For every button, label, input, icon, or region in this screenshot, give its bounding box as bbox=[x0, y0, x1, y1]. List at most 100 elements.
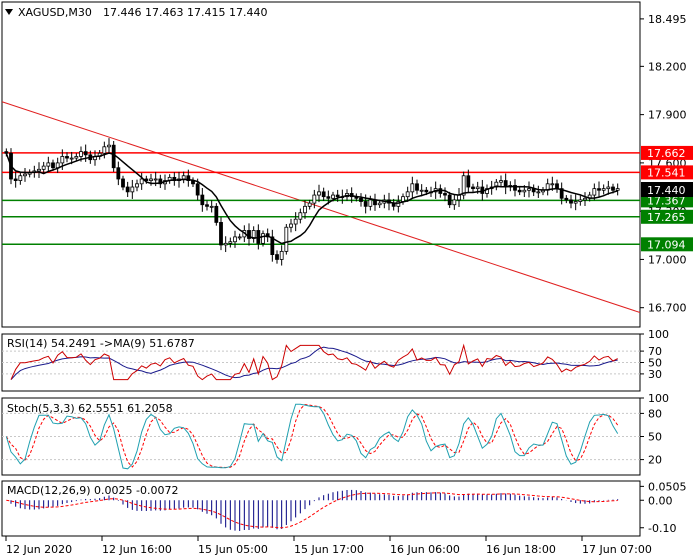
chart-ohlc: 17.446 17.463 17.415 17.440 bbox=[103, 6, 267, 19]
candle-body bbox=[335, 194, 340, 198]
candle-body bbox=[195, 183, 200, 196]
level-price-labels: 17.662 17.541 17.367 17.265 17.094 bbox=[641, 145, 693, 252]
candle-body bbox=[303, 205, 307, 214]
main-price-panel[interactable] bbox=[1, 1, 641, 328]
candle-body bbox=[312, 194, 317, 204]
stochastic-tick-label: 20 bbox=[648, 454, 662, 467]
candle-body bbox=[289, 223, 293, 228]
macd-tick-label: -0.10 bbox=[648, 522, 676, 535]
level-tag bbox=[641, 237, 693, 252]
candle-body bbox=[149, 178, 153, 181]
candle-body bbox=[219, 222, 223, 246]
level-tag bbox=[641, 165, 693, 180]
time-tick-label: 12 Jun 2020 bbox=[6, 543, 72, 556]
moving-average-line bbox=[5, 152, 618, 245]
candle-body bbox=[461, 175, 466, 196]
candle-body bbox=[23, 173, 27, 177]
price-tick-label: 18.200 bbox=[648, 60, 687, 73]
candle-body bbox=[60, 156, 65, 164]
candle-body bbox=[583, 197, 587, 201]
candle-body bbox=[18, 175, 23, 181]
candle-body bbox=[359, 197, 363, 202]
candle-body bbox=[46, 162, 51, 167]
candle-body bbox=[153, 178, 158, 181]
level-label: 17.541 bbox=[647, 166, 686, 179]
candle-body bbox=[279, 250, 284, 260]
candle-body bbox=[65, 156, 69, 159]
candle-body bbox=[443, 193, 447, 196]
candle-body bbox=[125, 186, 130, 193]
price-axis: 18.49518.20017.90017.60017.30017.00016.7… bbox=[640, 13, 687, 315]
candle-body bbox=[564, 197, 569, 201]
candle-body bbox=[317, 191, 321, 196]
candle-body bbox=[471, 186, 475, 190]
candle-body bbox=[270, 236, 275, 255]
macd-label: MACD(12,26,9) 0.0025 -0.0072 bbox=[7, 484, 178, 497]
candle-body bbox=[121, 178, 125, 188]
candle-body bbox=[536, 191, 541, 194]
candle-body bbox=[466, 175, 471, 188]
time-tick-label: 16 Jun 18:00 bbox=[486, 543, 556, 556]
current-price-label: 17.440 bbox=[647, 184, 686, 197]
candle-body bbox=[13, 178, 18, 181]
candle-body bbox=[74, 156, 79, 159]
stochastic-panel[interactable] bbox=[1, 397, 641, 476]
candle-body bbox=[228, 241, 233, 244]
candle-body bbox=[447, 194, 452, 206]
candle-body bbox=[611, 186, 615, 191]
candle-body bbox=[233, 236, 237, 243]
candle-body bbox=[377, 202, 382, 206]
price-tick-label: 17.000 bbox=[648, 253, 687, 266]
rsi-line bbox=[10, 343, 618, 381]
candle-body bbox=[513, 185, 517, 191]
candle-body bbox=[331, 194, 335, 199]
candle-body bbox=[79, 151, 83, 157]
candle-body bbox=[237, 236, 242, 239]
candle-body bbox=[550, 183, 555, 186]
time-tick-label: 17 Jun 07:00 bbox=[582, 543, 652, 556]
candle-body bbox=[102, 146, 107, 154]
candle-body bbox=[200, 194, 205, 206]
candle-body bbox=[135, 183, 139, 188]
level-tag bbox=[641, 145, 693, 160]
candle-body bbox=[247, 230, 251, 239]
rsi-ma-line bbox=[10, 346, 618, 380]
price-tick-label: 16.700 bbox=[648, 302, 687, 315]
candle-body bbox=[452, 199, 457, 206]
candle-body bbox=[573, 201, 578, 204]
rsi-tick-label: 70 bbox=[648, 345, 662, 358]
triangle-down-icon[interactable] bbox=[5, 9, 13, 15]
candle-body bbox=[363, 201, 368, 207]
candle-body bbox=[83, 151, 88, 156]
candle-body bbox=[597, 188, 601, 191]
candle-body bbox=[368, 199, 373, 207]
level-tag bbox=[641, 209, 693, 224]
level-label: 17.265 bbox=[647, 211, 686, 224]
candle-body bbox=[424, 189, 429, 193]
rsi-tick-label: 100 bbox=[648, 328, 669, 341]
candle-body bbox=[284, 226, 289, 252]
candle-body bbox=[51, 162, 55, 169]
candle-body bbox=[438, 188, 443, 194]
candle-body bbox=[419, 189, 424, 192]
candle-body bbox=[261, 233, 265, 244]
time-axis: 12 Jun 2020 12 Jun 16:00 15 Jun 05:00 15 Ju… bbox=[5, 536, 652, 556]
rsi-label: RSI(14) 54.2491 ->MA(9) 51.6787 bbox=[7, 337, 195, 350]
candle-body bbox=[559, 188, 564, 199]
time-tick-label: 15 Jun 05:00 bbox=[198, 543, 268, 556]
candle-body bbox=[410, 183, 415, 193]
candle-body bbox=[209, 205, 214, 208]
candle-body bbox=[615, 188, 620, 191]
candle-body bbox=[592, 188, 597, 196]
candle-body bbox=[107, 144, 111, 148]
price-tick-label: 18.495 bbox=[648, 13, 687, 26]
candle-body bbox=[223, 242, 228, 246]
candle-body bbox=[139, 178, 144, 185]
candle-body bbox=[396, 201, 401, 207]
candle-body bbox=[527, 188, 531, 191]
level-label: 17.094 bbox=[647, 238, 686, 251]
candle-body bbox=[475, 186, 480, 190]
macd-tick-label: 0.00 bbox=[648, 494, 673, 507]
